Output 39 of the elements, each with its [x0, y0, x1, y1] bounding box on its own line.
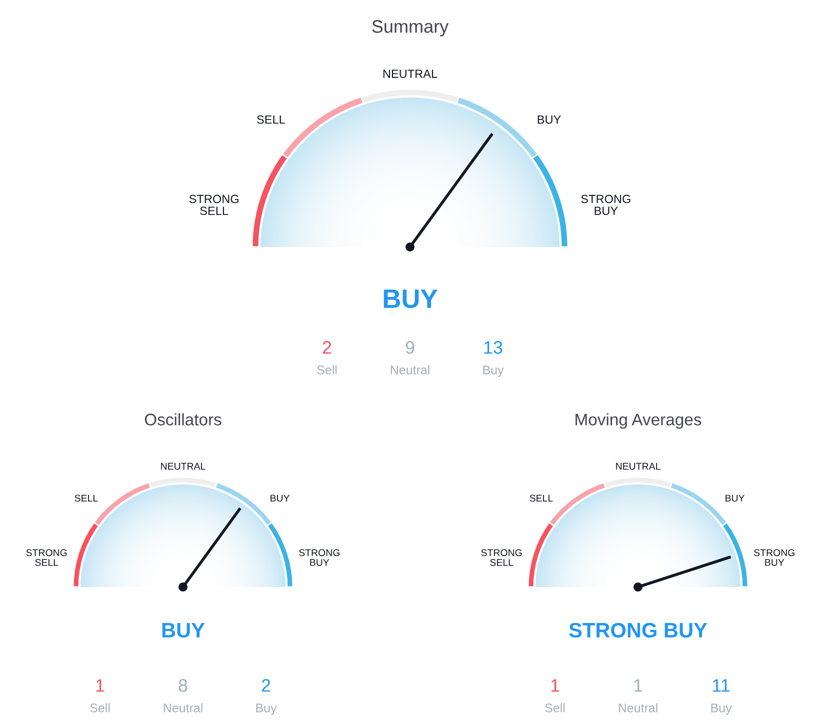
text: 8: [178, 679, 188, 692]
text: Buy: [711, 704, 732, 715]
text: 13: [484, 341, 502, 354]
text: Neutral: [164, 703, 202, 712]
slice-label: STRONG BUY: [754, 549, 794, 566]
slice-label: STRONG BUY: [581, 194, 630, 216]
text: BUY: [162, 623, 205, 638]
chart-title: Summary: [372, 20, 449, 36]
text: Neutral: [618, 703, 658, 712]
text: 1: [634, 679, 642, 692]
text: 2: [322, 341, 332, 354]
slice-label: NEUTRAL: [161, 462, 206, 470]
slice-label: STRONG SELL: [26, 549, 67, 566]
chart-title: Oscillators: [144, 413, 222, 426]
slice-label: BUY: [726, 494, 745, 502]
chart-title: Moving Averages: [576, 413, 702, 429]
slice-label: SELL: [530, 494, 553, 502]
slice-label: BUY: [270, 494, 290, 502]
slice-label: NEUTRAL: [383, 70, 438, 78]
text: Buy: [256, 704, 277, 715]
text: 9: [406, 341, 414, 354]
slice-label: STRONG BUY: [299, 549, 340, 566]
slice-label: STRONG SELL: [189, 194, 238, 216]
text: STRONG BUY: [569, 622, 708, 638]
slice-label: SELL: [257, 115, 286, 124]
text: 2: [262, 679, 270, 692]
text: 1: [551, 679, 560, 692]
text: Sell: [317, 365, 337, 374]
text: 1: [96, 679, 104, 692]
slice-label: STRONG SELL: [481, 549, 522, 566]
slice-label: NEUTRAL: [616, 462, 660, 470]
slice-label: BUY: [538, 116, 561, 124]
text: Neutral: [390, 365, 430, 374]
text: Buy: [483, 366, 504, 377]
text: Sell: [90, 703, 110, 712]
text: 11: [713, 679, 730, 692]
text: BUY: [384, 290, 438, 308]
slice-label: SELL: [74, 494, 98, 502]
text: Sell: [545, 703, 565, 712]
